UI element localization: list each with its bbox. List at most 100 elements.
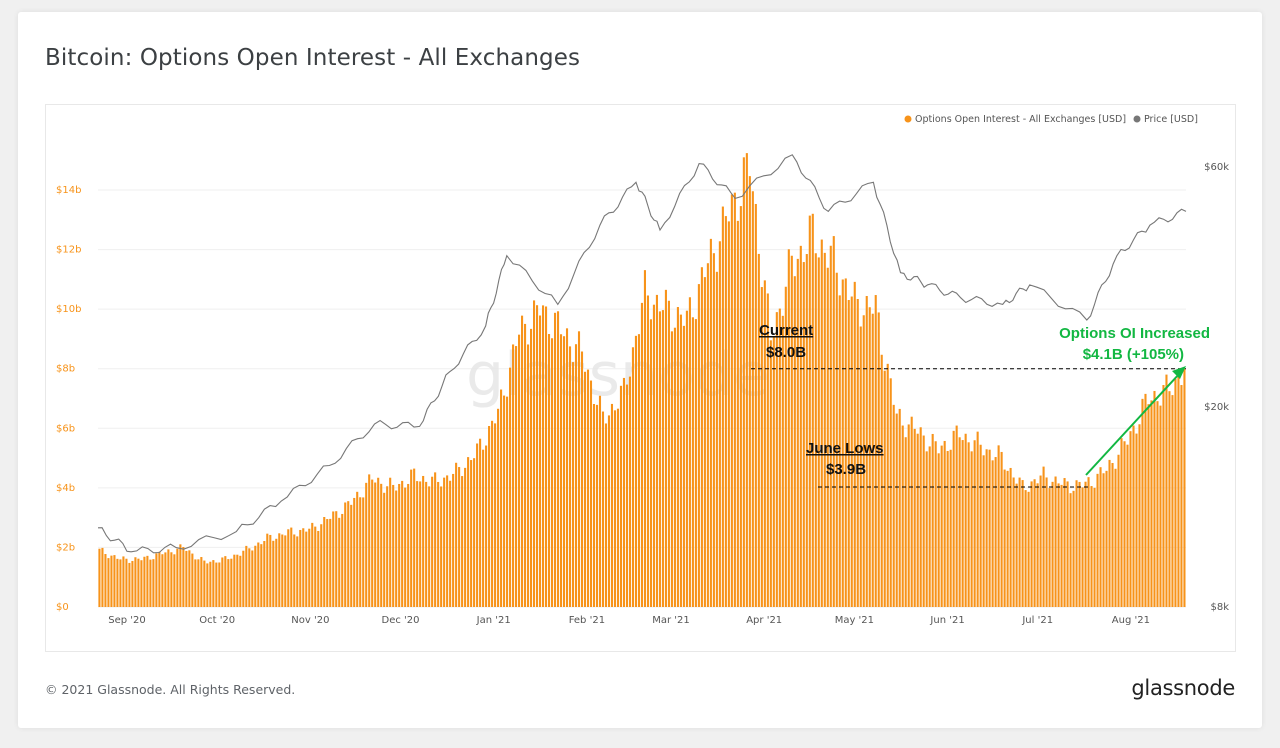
oi-bar: [910, 416, 913, 607]
oi-bar: [200, 557, 203, 607]
oi-bar: [113, 555, 116, 607]
y-left-tick-label: $12b: [56, 245, 81, 256]
chart-card: Bitcoin: Options Open Interest - All Exc…: [18, 12, 1262, 728]
oi-bar: [263, 541, 266, 607]
oi-bar: [895, 413, 898, 607]
oi-bar: [269, 534, 272, 607]
oi-bar: [688, 297, 691, 607]
oi-bar: [613, 410, 617, 607]
oi-bar: [739, 206, 742, 607]
oi-bar: [212, 560, 215, 607]
oi-bar: [194, 559, 197, 607]
oi-bar: [790, 255, 793, 607]
oi-bar: [664, 289, 667, 607]
oi-bar: [994, 457, 997, 607]
oi-bar: [1063, 478, 1066, 607]
oi-bar: [275, 538, 278, 607]
oi-bar: [814, 253, 817, 608]
oi-bar: [778, 308, 781, 607]
oi-bar: [431, 476, 434, 607]
oi-bar: [1171, 395, 1174, 607]
oi-bar: [440, 486, 443, 607]
oi-bar: [203, 560, 206, 607]
oi-bar: [898, 408, 901, 607]
oi-bar: [595, 404, 599, 607]
oi-bar: [1144, 393, 1147, 607]
oi-bar: [509, 367, 512, 607]
oi-bar: [329, 518, 332, 607]
oi-bar: [143, 556, 146, 607]
oi-bar: [694, 319, 697, 607]
oi-bar: [140, 560, 143, 607]
oi-bar: [260, 544, 263, 607]
oi-bar: [1042, 466, 1045, 607]
oi-bar: [386, 486, 389, 607]
oi-bar: [482, 449, 485, 607]
oi-bar: [524, 323, 527, 607]
oi-bar: [302, 528, 305, 607]
oi-bar: [766, 293, 769, 607]
oi-bar: [925, 451, 928, 607]
oi-bar: [1066, 481, 1069, 607]
oi-bar: [973, 440, 976, 607]
oi-bar: [838, 295, 841, 607]
oi-bar: [892, 404, 895, 607]
oi-bar: [305, 531, 308, 607]
oi-bar: [1000, 451, 1003, 607]
oi-bar: [1117, 454, 1120, 607]
oi-bar: [637, 334, 641, 607]
x-tick-label: May '21: [835, 615, 874, 626]
y-left-tick-label: $14b: [56, 185, 81, 196]
oi-bar: [1129, 431, 1132, 607]
oi-bar: [751, 191, 754, 607]
oi-bar: [1102, 473, 1105, 607]
oi-bar: [485, 445, 488, 607]
oi-bar: [592, 403, 596, 607]
oi-bar: [254, 545, 257, 607]
oi-bar: [1150, 400, 1153, 607]
oi-bar: [937, 453, 940, 607]
oi-bar: [1135, 433, 1138, 607]
glassnode-logo[interactable]: glassnode: [1131, 676, 1235, 700]
oi-bar: [425, 481, 428, 607]
oi-bar: [1111, 463, 1114, 607]
oi-bar: [769, 340, 772, 607]
oi-bar: [940, 445, 943, 607]
oi-bar: [568, 346, 572, 607]
x-tick-label: Jun '21: [929, 615, 964, 626]
oi-bar: [646, 295, 649, 607]
oi-bar: [209, 561, 212, 607]
oi-bar: [215, 562, 218, 607]
oi-bar: [958, 437, 961, 607]
oi-bar: [236, 554, 239, 607]
oi-bar: [197, 559, 200, 607]
y-left-tick-label: $8b: [56, 364, 75, 375]
oi-bar: [170, 552, 173, 607]
price-line: [97, 154, 1187, 554]
oi-bar: [188, 550, 191, 607]
oi-bar: [512, 344, 515, 607]
oi-bar: [533, 300, 536, 607]
oi-bar: [1168, 391, 1171, 607]
oi-bar: [1006, 470, 1009, 607]
oi-bar: [398, 483, 401, 607]
oi-bar: [245, 545, 248, 607]
oi-bar: [880, 354, 883, 607]
oi-bar: [913, 428, 916, 607]
oi-bar: [808, 215, 811, 607]
oi-bar: [1024, 490, 1027, 607]
oi-bar: [152, 559, 155, 607]
oi-bar: [1174, 378, 1177, 607]
oi-bar: [667, 300, 670, 607]
x-tick-label: Aug '21: [1112, 615, 1150, 626]
oi-bar: [772, 336, 775, 607]
oi-bar: [742, 157, 745, 607]
oi-bar: [691, 317, 694, 607]
oi-bar: [781, 315, 784, 607]
oi-bar: [413, 468, 416, 607]
oi-bar: [167, 549, 170, 607]
oi-bar: [559, 334, 563, 607]
oi-bar: [811, 213, 814, 607]
oi-bar: [655, 294, 658, 607]
oi-bar: [901, 425, 904, 607]
